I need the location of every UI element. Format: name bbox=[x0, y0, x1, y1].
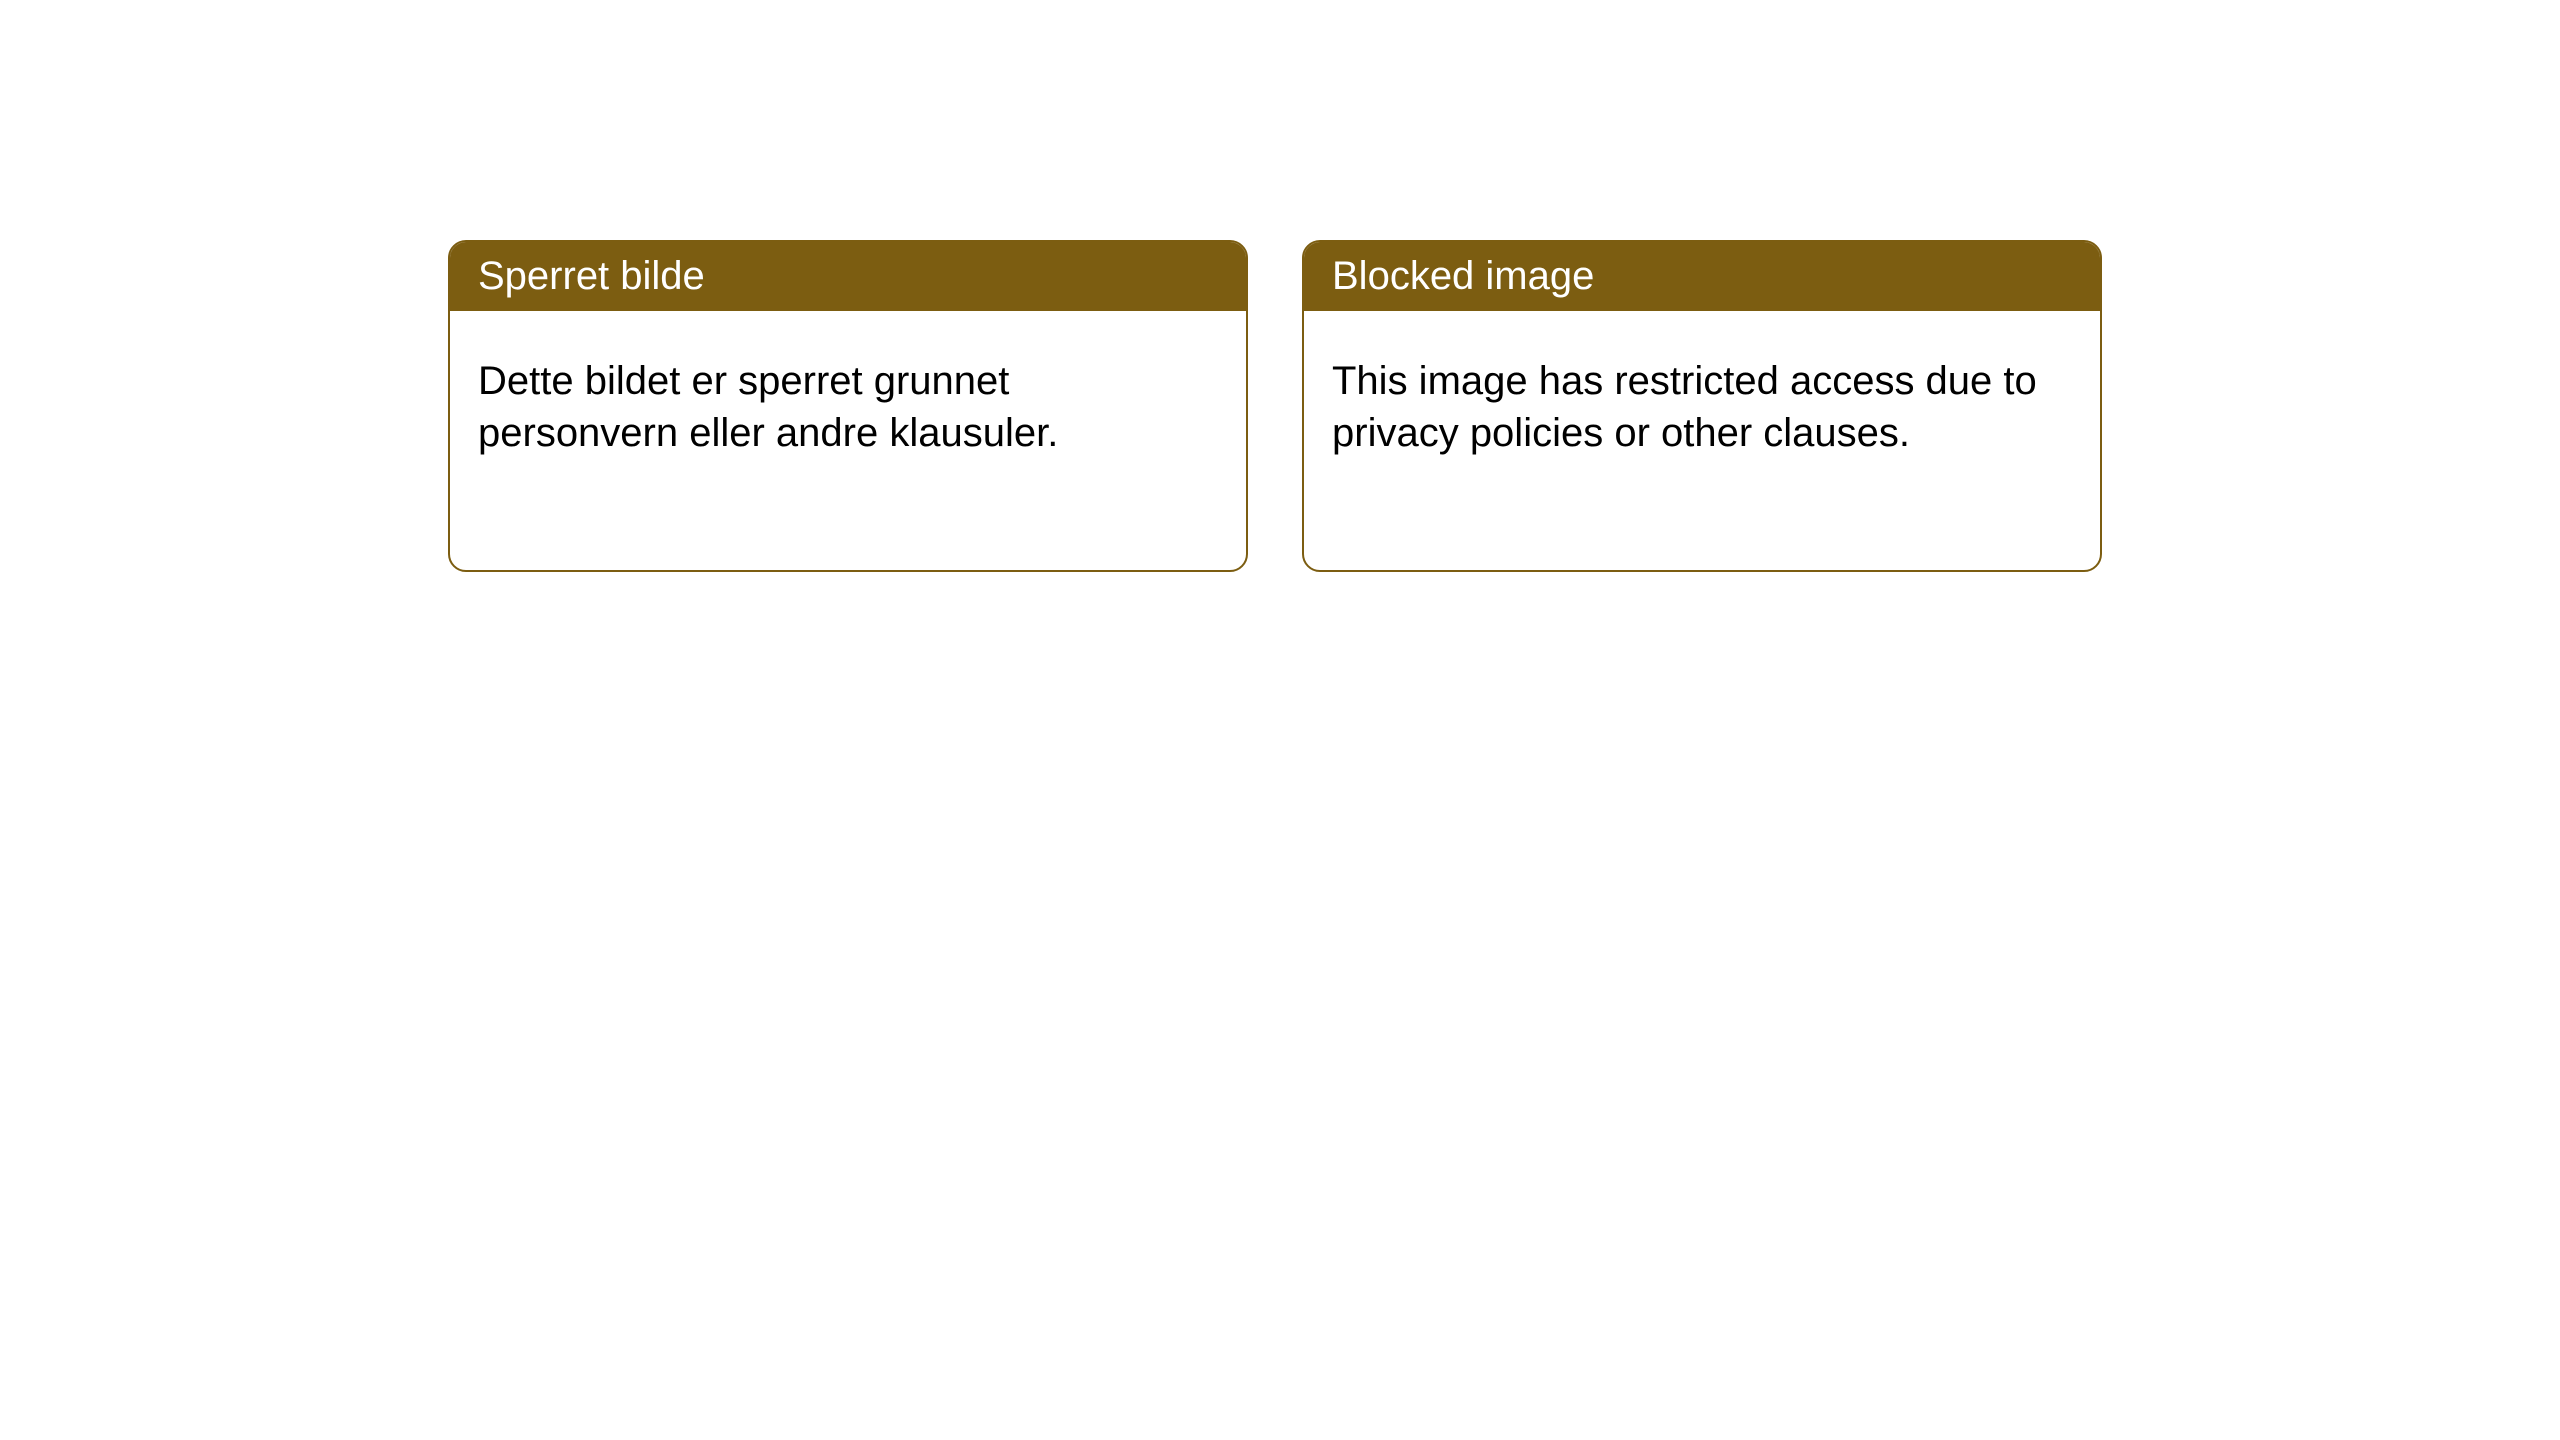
notice-cards-container: Sperret bilde Dette bildet er sperret gr… bbox=[0, 0, 2560, 572]
notice-card-header: Sperret bilde bbox=[450, 242, 1246, 311]
notice-card-title: Sperret bilde bbox=[478, 254, 705, 298]
notice-card-body: Dette bildet er sperret grunnet personve… bbox=[450, 311, 1246, 503]
notice-card-body: This image has restricted access due to … bbox=[1304, 311, 2100, 503]
notice-card-english: Blocked image This image has restricted … bbox=[1302, 240, 2102, 572]
notice-card-text: This image has restricted access due to … bbox=[1332, 359, 2037, 455]
notice-card-title: Blocked image bbox=[1332, 254, 1594, 298]
notice-card-norwegian: Sperret bilde Dette bildet er sperret gr… bbox=[448, 240, 1248, 572]
notice-card-text: Dette bildet er sperret grunnet personve… bbox=[478, 359, 1058, 455]
notice-card-header: Blocked image bbox=[1304, 242, 2100, 311]
